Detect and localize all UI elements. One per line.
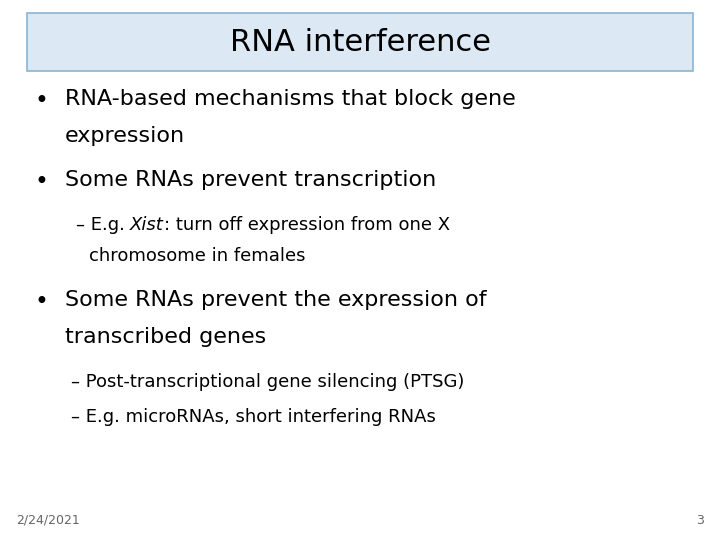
Text: – Post-transcriptional gene silencing (PTSG): – Post-transcriptional gene silencing (P…: [71, 373, 464, 390]
Text: 2/24/2021: 2/24/2021: [16, 514, 80, 526]
Text: Some RNAs prevent the expression of: Some RNAs prevent the expression of: [65, 290, 487, 310]
Text: Some RNAs prevent transcription: Some RNAs prevent transcription: [65, 170, 436, 190]
FancyBboxPatch shape: [27, 13, 693, 71]
Text: – E.g.: – E.g.: [76, 216, 130, 234]
Text: chromosome in females: chromosome in females: [89, 247, 305, 265]
Text: Xist: Xist: [130, 216, 164, 234]
Text: 3: 3: [696, 514, 704, 526]
Text: •: •: [35, 89, 48, 113]
Text: transcribed genes: transcribed genes: [65, 327, 266, 347]
Text: •: •: [35, 290, 48, 314]
Text: expression: expression: [65, 126, 185, 146]
Text: •: •: [35, 170, 48, 194]
Text: RNA-based mechanisms that block gene: RNA-based mechanisms that block gene: [65, 89, 516, 109]
Text: : turn off expression from one X: : turn off expression from one X: [164, 216, 450, 234]
Text: – E.g. microRNAs, short interfering RNAs: – E.g. microRNAs, short interfering RNAs: [71, 408, 436, 426]
Text: RNA interference: RNA interference: [230, 28, 490, 57]
